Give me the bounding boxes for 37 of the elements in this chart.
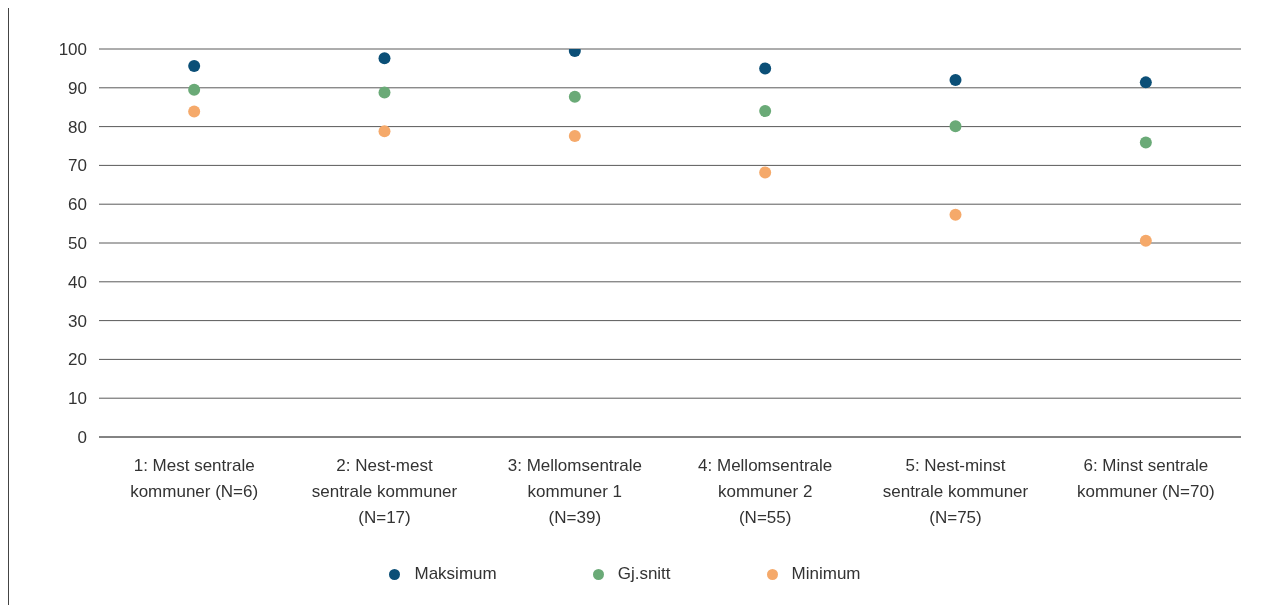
y-tick-label: 0 <box>77 428 87 448</box>
point <box>378 86 391 99</box>
y-tick-label: 80 <box>68 117 87 137</box>
y-tick-label: 70 <box>68 156 87 176</box>
point <box>949 208 962 221</box>
x-tick-label: 6: Minst sentrale kommuner (N=70) <box>1077 456 1215 501</box>
point <box>759 105 772 118</box>
y-tick-label: 100 <box>58 40 87 60</box>
point <box>188 83 201 96</box>
point <box>1139 234 1152 247</box>
point <box>378 52 391 65</box>
x-tick-label: 1: Mest sentrale kommuner (N=6) <box>130 456 259 501</box>
point <box>378 125 391 138</box>
x-tick-label: 4: Mellomsentrale kommuner 2 (N=55) <box>698 456 833 527</box>
y-tick-label: 60 <box>68 195 87 215</box>
x-tick-label: 3: Mellomsentrale kommuner 1 (N=39) <box>507 456 642 527</box>
y-tick-label: 30 <box>68 311 87 331</box>
y-tick-label: 20 <box>68 350 87 370</box>
point <box>188 105 201 118</box>
y-tick-label: 40 <box>68 272 87 292</box>
point <box>568 129 581 142</box>
y-tick-label: 10 <box>68 389 87 409</box>
point <box>1139 136 1152 149</box>
y-tick-label: 50 <box>68 234 87 254</box>
point <box>949 74 962 87</box>
x-tick-label: 2: Nest-mest sentrale kommuner (N=17) <box>311 456 458 527</box>
point <box>188 60 201 73</box>
legend-label: Minimum <box>791 564 861 584</box>
point <box>759 166 772 179</box>
point <box>1139 76 1152 89</box>
point <box>949 120 962 133</box>
point <box>759 62 772 75</box>
point <box>568 90 581 103</box>
legend-label: Maksimum <box>414 564 497 584</box>
legend-label: Gj.snitt <box>617 564 671 584</box>
y-tick-label: 90 <box>68 78 87 98</box>
x-tick-label: 5: Nest-minst sentrale kommuner (N=75) <box>882 456 1029 527</box>
